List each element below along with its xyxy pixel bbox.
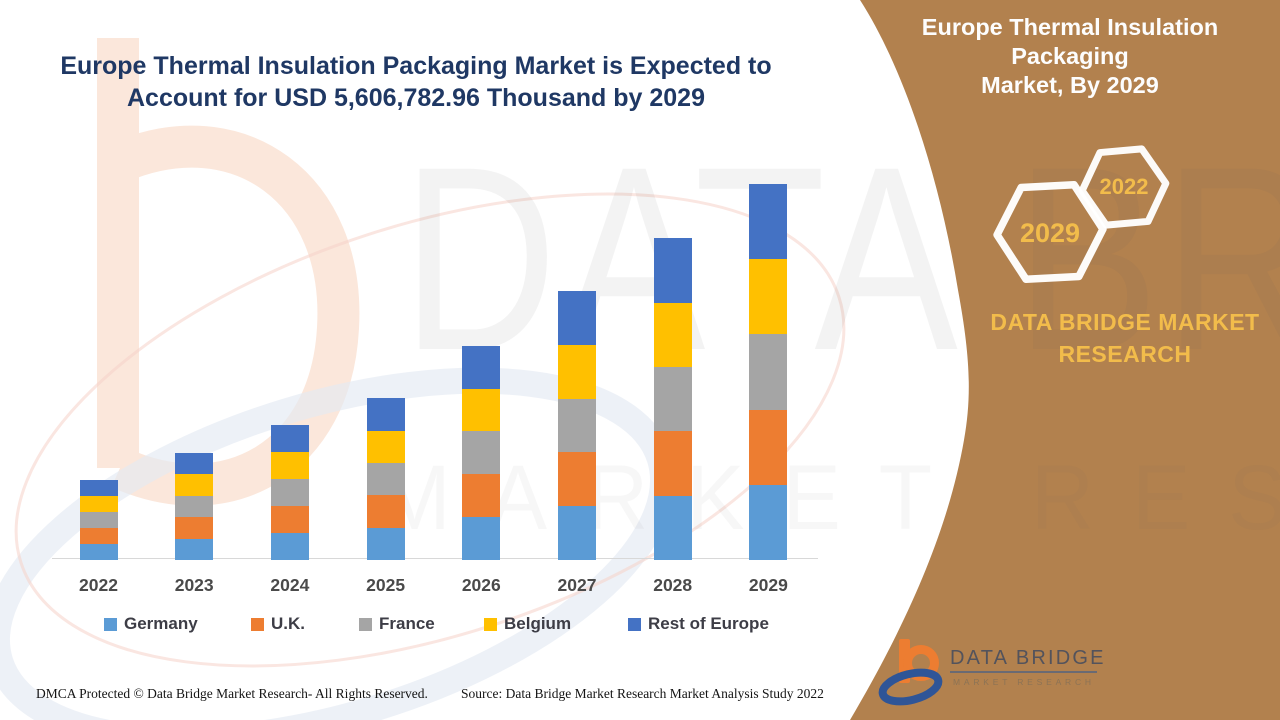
bar-2028-belgium	[653, 302, 692, 368]
bar-2028-u-k	[653, 431, 692, 496]
bar-2028-france	[653, 367, 692, 432]
bar-2024-rest-of-europe	[270, 425, 309, 453]
x-label-2029: 2029	[748, 575, 788, 595]
bar-2022-france	[79, 512, 118, 529]
legend-item-rest-of-europe: Rest of Europe	[628, 614, 769, 634]
bar-2026-rest-of-europe	[462, 345, 501, 389]
hexagon-2029-label: 2029	[1019, 218, 1081, 248]
bar-2024-belgium	[270, 452, 309, 480]
bar-2029-rest-of-europe	[749, 184, 788, 260]
sidebar-brand-text: DATA BRIDGE MARKET RESEARCH	[970, 306, 1280, 370]
sidebar-heading-line1: Europe Thermal Insulation Packaging	[921, 14, 1219, 69]
logo-tagline: MARKET RESEARCH	[953, 677, 1095, 687]
logo-underline	[950, 671, 1097, 673]
bar-2029-germany	[749, 484, 788, 560]
legend-swatch-rest-of-europe	[628, 617, 641, 631]
logo-wordmark: DATA BRIDGE	[950, 647, 1106, 669]
x-label-2028: 2028	[653, 575, 693, 595]
source-note: Source: Data Bridge Market Research Mark…	[461, 686, 824, 701]
bar-2027-france	[558, 398, 596, 453]
bar-2022-belgium	[79, 496, 118, 513]
chart-title-line2: Account for USD 5,606,782.96 Thousand by…	[127, 84, 705, 112]
bar-2029-belgium	[749, 259, 788, 335]
legend-item-belgium: Belgium	[484, 614, 571, 634]
sidebar-brand-line1: DATA BRIDGE MARKET	[990, 309, 1260, 335]
bar-2023-germany	[175, 538, 214, 560]
bar-2025-rest-of-europe	[366, 398, 405, 431]
logo-b-bowl	[903, 645, 939, 681]
bar-2026-germany	[462, 517, 501, 560]
x-axis-line	[52, 557, 818, 559]
bar-2022-germany	[79, 544, 118, 560]
bar-2027-rest-of-europe	[558, 291, 596, 345]
legend-item-germany: Germany	[104, 614, 198, 634]
bar-2025-france	[366, 463, 405, 496]
dmca-notice: DMCA Protected © Data Bridge Market Rese…	[36, 686, 428, 701]
sidebar-heading-line2: Market, By 2029	[981, 72, 1159, 98]
sidebar-heading: Europe Thermal Insulation Packaging Mark…	[862, 13, 1278, 100]
legend-label-rest-of-europe: Rest of Europe	[648, 614, 769, 633]
x-label-2024: 2024	[270, 575, 310, 595]
bar-2024-germany	[270, 533, 309, 560]
legend-label-u-k: U.K.	[271, 614, 305, 633]
legend-swatch-u-k	[251, 617, 264, 631]
chart-title: Europe Thermal Insulation Packaging Mark…	[60, 50, 772, 114]
bar-2027-belgium	[558, 344, 596, 399]
x-label-2023: 2023	[174, 575, 214, 595]
bar-2023-u-k	[175, 517, 214, 539]
bar-2027-u-k	[558, 452, 596, 507]
bar-2027-germany	[558, 506, 596, 560]
legend-swatch-france	[359, 617, 372, 631]
legend-item-france: France	[359, 614, 435, 634]
bar-2022-rest-of-europe	[79, 480, 118, 497]
legend-label-germany: Germany	[124, 614, 198, 633]
legend-swatch-belgium	[484, 617, 497, 631]
logo-d-swoosh	[878, 668, 943, 706]
sidebar-brand-line2: RESEARCH	[1058, 341, 1192, 367]
x-label-2027: 2027	[557, 575, 597, 595]
bar-2026-u-k	[462, 474, 501, 518]
bar-2025-germany	[366, 527, 405, 560]
chart-title-line1: Europe Thermal Insulation Packaging Mark…	[60, 52, 772, 80]
x-label-2026: 2026	[461, 575, 501, 595]
bar-2029-u-k	[749, 409, 788, 485]
bar-2026-belgium	[462, 388, 501, 432]
legend-label-belgium: Belgium	[504, 614, 572, 633]
bar-2028-germany	[653, 495, 692, 560]
legend-swatch-germany	[104, 617, 117, 631]
bar-2029-france	[749, 334, 788, 410]
hexagon-2022-label: 2022	[1099, 174, 1149, 199]
bar-2022-u-k	[79, 528, 118, 545]
logo-b-stem	[899, 639, 910, 683]
bar-2024-france	[270, 479, 309, 507]
x-label-2025: 2025	[366, 575, 406, 595]
bar-2023-rest-of-europe	[175, 452, 214, 475]
bar-2025-u-k	[366, 495, 405, 528]
legend-label-france: France	[379, 614, 435, 633]
legend-item-u-k: U.K.	[251, 614, 305, 634]
bar-2024-u-k	[270, 506, 309, 534]
bar-2026-france	[462, 431, 501, 475]
bar-2028-rest-of-europe	[653, 238, 692, 303]
bar-2025-belgium	[366, 430, 405, 463]
bar-2023-france	[175, 495, 214, 518]
x-label-2022: 2022	[79, 575, 118, 595]
watermark-text-marketresearch: MARKET RESEARCH	[378, 447, 1280, 549]
bar-2023-belgium	[175, 474, 214, 496]
